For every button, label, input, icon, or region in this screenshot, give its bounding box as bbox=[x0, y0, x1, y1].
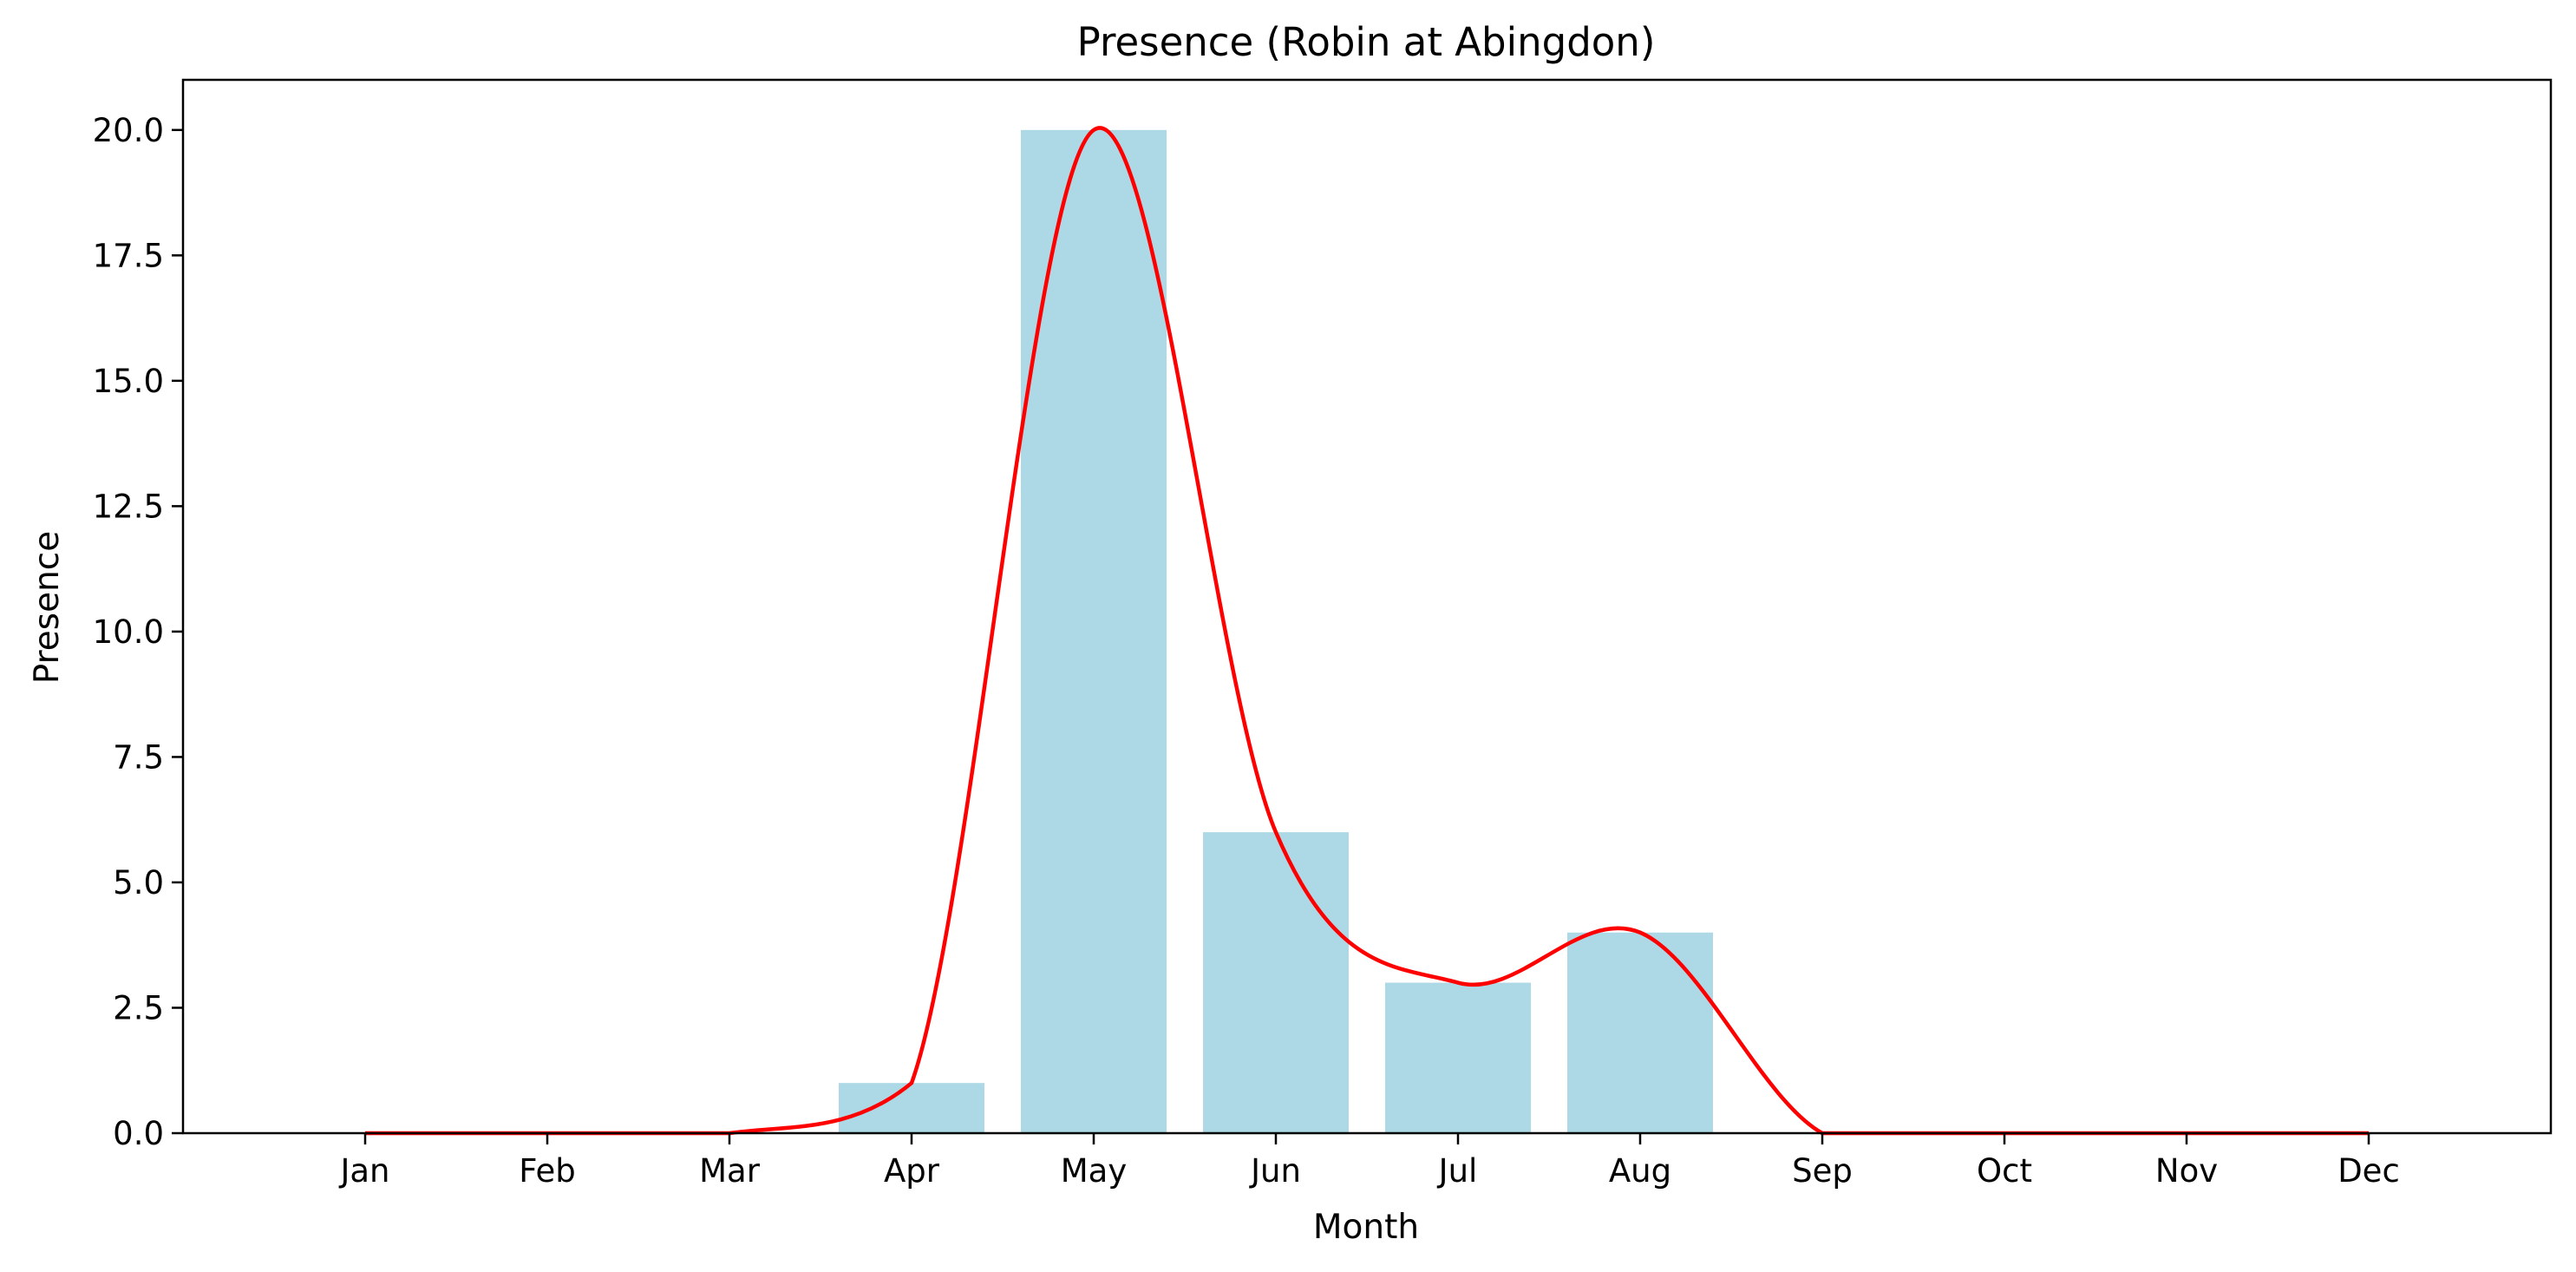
y-tick-label: 15.0 bbox=[93, 363, 164, 400]
x-tick-label-nov: Nov bbox=[2155, 1152, 2218, 1190]
bar-jun bbox=[1203, 832, 1349, 1133]
y-tick-label: 17.5 bbox=[93, 237, 164, 274]
bar-apr bbox=[839, 1083, 984, 1133]
x-tick-label-jul: Jul bbox=[1437, 1152, 1478, 1190]
plot-frame bbox=[181, 78, 2553, 1135]
y-tick-label: 20.0 bbox=[93, 112, 164, 149]
y-axis-title: Presence bbox=[28, 531, 67, 684]
x-axis: Jan Feb Mar Apr May Jun Jul Aug Sep Oct Nov Dec bbox=[338, 1133, 2400, 1190]
x-tick-label-jan: Jan bbox=[338, 1152, 389, 1190]
x-tick-label-sep: Sep bbox=[1792, 1152, 1853, 1190]
y-tick-label: 5.0 bbox=[113, 864, 164, 902]
x-axis-title: Month bbox=[1313, 1208, 1419, 1247]
chart-title: Presence (Robin at Abingdon) bbox=[1077, 19, 1656, 65]
x-tick-label-apr: Apr bbox=[884, 1152, 940, 1190]
x-tick-label-dec: Dec bbox=[2337, 1152, 2400, 1190]
y-tick-label: 10.0 bbox=[93, 613, 164, 651]
y-tick-label: 12.5 bbox=[93, 488, 164, 525]
y-tick-label: 7.5 bbox=[113, 738, 164, 776]
bar-may bbox=[1021, 129, 1167, 1133]
x-tick-label-jun: Jun bbox=[1249, 1152, 1301, 1190]
x-tick-label-oct: Oct bbox=[1977, 1152, 2032, 1190]
y-axis: 0.0 2.5 5.0 7.5 10.0 12.5 15.0 17.5 20.0 bbox=[93, 112, 183, 1152]
x-tick-label-aug: Aug bbox=[1609, 1152, 1671, 1190]
y-tick-label: 2.5 bbox=[113, 989, 164, 1026]
bar-jul bbox=[1385, 982, 1531, 1133]
x-tick-label-feb: Feb bbox=[519, 1152, 576, 1190]
y-tick-label: 0.0 bbox=[113, 1115, 164, 1152]
x-tick-label-mar: Mar bbox=[699, 1152, 761, 1190]
x-tick-label-may: May bbox=[1061, 1152, 1128, 1190]
bar-aug bbox=[1567, 932, 1713, 1133]
